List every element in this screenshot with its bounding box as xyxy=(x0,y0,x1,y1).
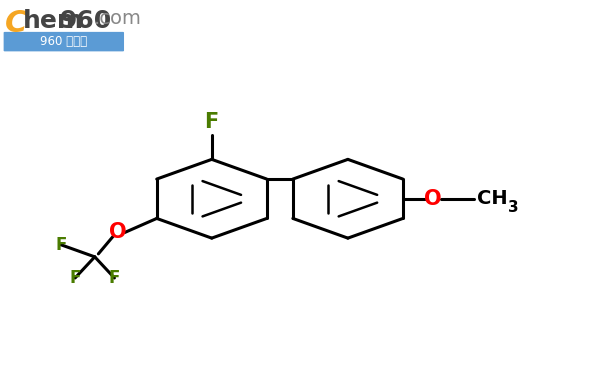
Text: F: F xyxy=(109,269,120,287)
Text: .com: .com xyxy=(94,9,142,28)
Text: hem: hem xyxy=(23,9,84,33)
Text: O: O xyxy=(424,189,442,209)
Text: F: F xyxy=(55,236,67,254)
Text: F: F xyxy=(204,112,219,132)
Text: O: O xyxy=(109,222,126,243)
Text: CH: CH xyxy=(477,189,508,207)
Text: 960: 960 xyxy=(59,9,111,33)
Text: F: F xyxy=(70,269,81,287)
FancyBboxPatch shape xyxy=(4,32,124,51)
Text: 960 化工网: 960 化工网 xyxy=(40,35,87,48)
Text: 3: 3 xyxy=(508,200,518,214)
Text: C: C xyxy=(5,9,27,38)
